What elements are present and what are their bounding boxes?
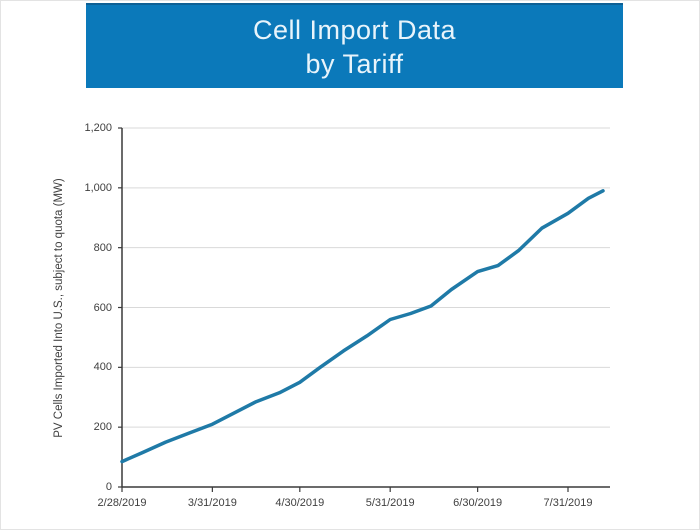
chart-title-line2: by Tariff — [305, 48, 404, 79]
x-tick-label: 6/30/2019 — [453, 497, 503, 509]
x-tick-label: 2/28/2019 — [97, 497, 147, 509]
y-tick-label: 800 — [93, 241, 112, 254]
chart-title-banner: Cell Import Data by Tariff — [86, 3, 623, 88]
y-tick-label: 400 — [93, 361, 112, 374]
chart-title-line1: Cell Import Data — [252, 14, 457, 45]
y-tick-label: 1,200 — [84, 122, 112, 134]
x-tick-label: 7/31/2019 — [543, 497, 593, 509]
x-tick-label: 3/31/2019 — [187, 497, 237, 509]
y-tick-label: 0 — [105, 481, 112, 493]
axis-ticks — [118, 127, 569, 492]
y-tick-label: 200 — [93, 421, 112, 434]
data-line — [120, 189, 605, 464]
y-tick-label: 1,000 — [84, 181, 112, 194]
y-tick-label: 600 — [93, 301, 112, 314]
gridlines — [122, 127, 610, 428]
x-tick-label: 4/30/2019 — [275, 497, 325, 509]
x-tick-label: 5/31/2019 — [365, 497, 415, 509]
